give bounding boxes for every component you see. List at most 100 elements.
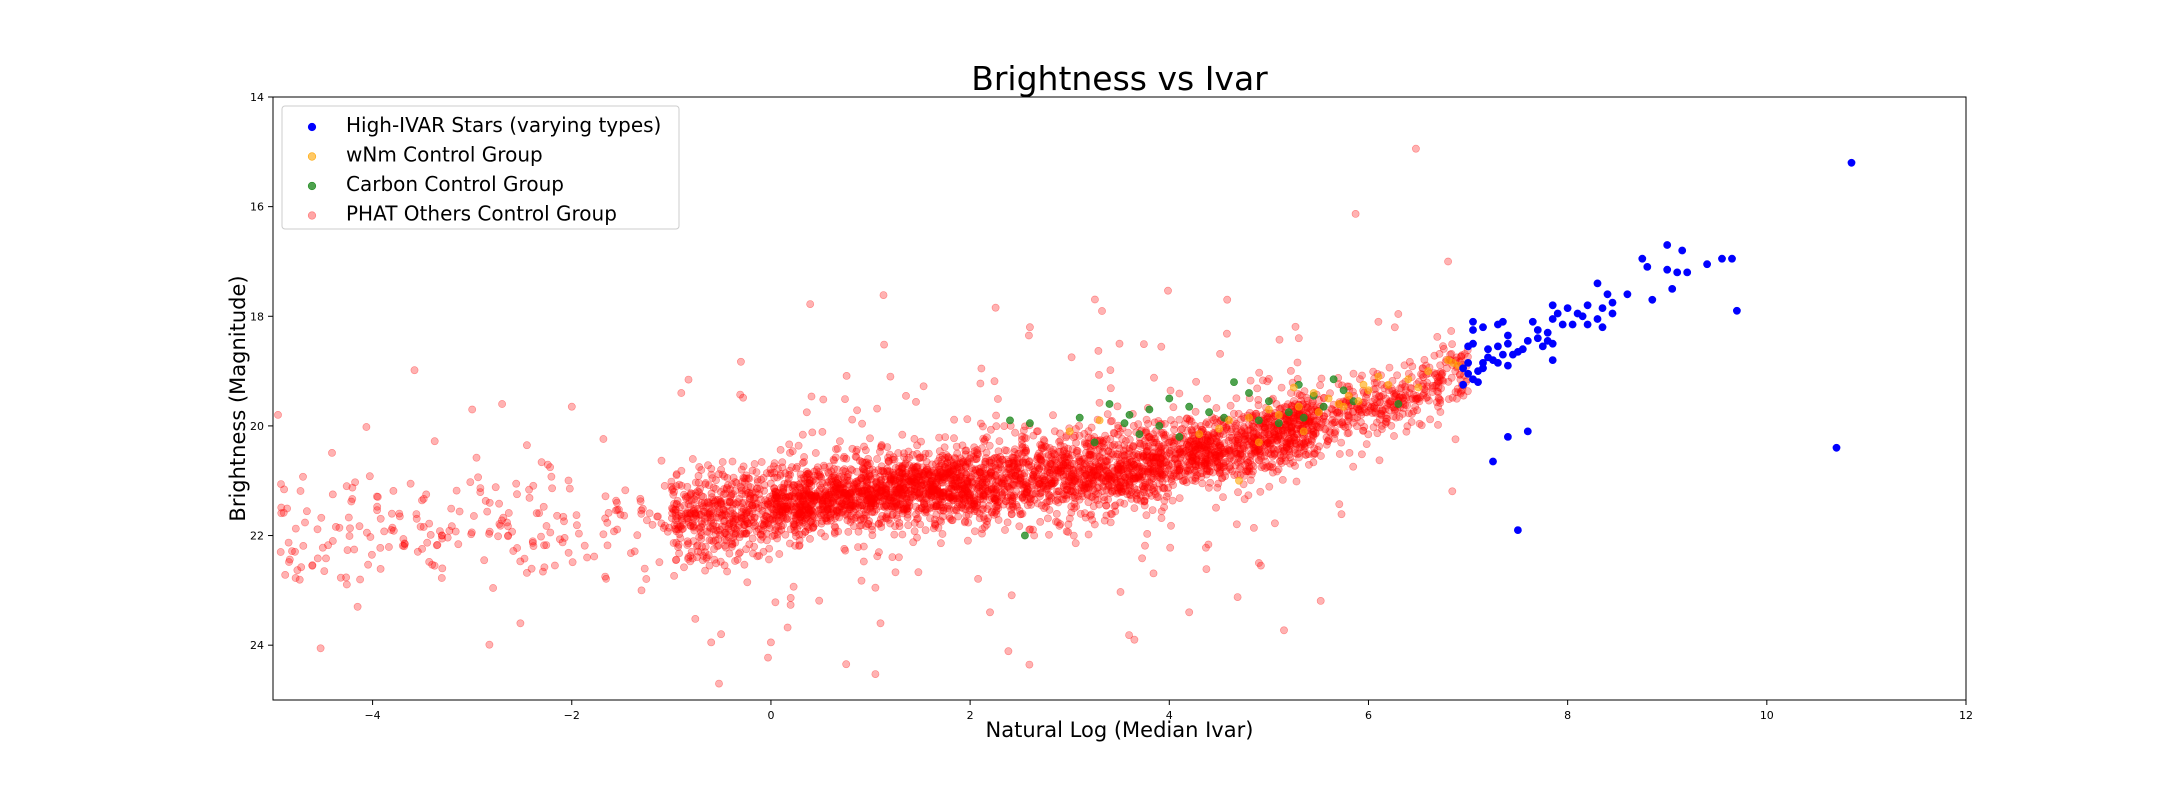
scatter-point-series-3 <box>979 434 988 443</box>
scatter-point-series-3 <box>694 547 702 556</box>
scatter-point-series-3 <box>741 529 750 538</box>
scatter-point-series-3 <box>718 510 727 519</box>
scatter-point-series-3 <box>677 510 686 518</box>
scatter-point-series-3 <box>1134 450 1143 459</box>
scatter-point-series-1 <box>1235 476 1243 485</box>
scatter-point-series-3 <box>495 520 504 528</box>
scatter-point-series-3 <box>728 542 736 551</box>
scatter-point-series-3 <box>950 415 958 424</box>
scatter-point-series-2 <box>1205 408 1213 417</box>
scatter-point-series-0 <box>1668 284 1677 293</box>
scatter-point-series-3 <box>706 513 715 522</box>
scatter-point-series-3 <box>1164 286 1172 295</box>
scatter-point-series-3 <box>677 481 686 490</box>
scatter-point-series-3 <box>744 482 753 490</box>
scatter-point-series-3 <box>1270 451 1279 459</box>
scatter-point-series-3 <box>857 576 866 585</box>
scatter-point-series-3 <box>1026 498 1034 506</box>
scatter-point-series-3 <box>978 467 986 476</box>
scatter-point-series-3 <box>418 545 426 553</box>
scatter-point-series-3 <box>868 531 877 540</box>
scatter-point-series-3 <box>684 500 693 508</box>
scatter-point-series-1 <box>1195 430 1204 438</box>
scatter-point-series-3 <box>916 453 925 461</box>
scatter-point-series-3 <box>1198 479 1207 488</box>
scatter-point-series-3 <box>700 514 709 523</box>
scatter-point-series-3 <box>653 512 661 521</box>
scatter-point-series-3 <box>698 542 706 551</box>
scatter-point-series-3 <box>891 463 900 472</box>
scatter-point-series-3 <box>689 523 698 532</box>
scatter-point-series-3 <box>674 525 682 534</box>
scatter-point-series-3 <box>845 476 853 485</box>
scatter-point-series-3 <box>1157 342 1166 351</box>
scatter-point-series-3 <box>958 500 966 509</box>
scatter-point-series-3 <box>1428 388 1437 396</box>
scatter-point-series-3 <box>883 502 892 511</box>
scatter-point-series-3 <box>564 548 573 557</box>
scatter-point-series-3 <box>821 514 830 523</box>
scatter-point-series-3 <box>654 512 662 521</box>
scatter-point-series-3 <box>1390 323 1399 332</box>
scatter-point-series-3 <box>1075 421 1083 430</box>
scatter-point-series-1 <box>1255 438 1263 447</box>
scatter-point-series-0 <box>1504 339 1512 348</box>
scatter-point-series-3 <box>497 516 506 525</box>
scatter-point-series-3 <box>691 510 700 518</box>
scatter-point-series-3 <box>750 460 759 468</box>
scatter-point-series-3 <box>888 553 897 561</box>
scatter-point-series-3 <box>1011 471 1020 480</box>
scatter-point-series-3 <box>684 555 692 563</box>
scatter-point-series-3 <box>1121 473 1129 482</box>
scatter-point-series-3 <box>474 473 482 482</box>
scatter-point-series-3 <box>1042 443 1051 451</box>
scatter-point-series-3 <box>1212 404 1221 412</box>
scatter-point-series-3 <box>967 451 975 459</box>
scatter-point-series-3 <box>348 495 357 503</box>
scatter-point-series-3 <box>879 291 888 299</box>
scatter-point-series-3 <box>709 496 718 504</box>
scatter-point-series-3 <box>1218 449 1227 458</box>
scatter-point-series-3 <box>387 526 396 534</box>
scatter-point-series-3 <box>344 513 353 522</box>
scatter-point-series-3 <box>866 503 875 512</box>
scatter-point-series-3 <box>667 477 676 486</box>
scatter-point-series-3 <box>601 572 610 581</box>
scatter-point-series-3 <box>528 537 537 546</box>
scatter-point-series-3 <box>1158 477 1167 486</box>
scatter-point-series-3 <box>698 556 707 564</box>
scatter-point-series-3 <box>740 527 749 536</box>
scatter-point-series-3 <box>537 532 545 541</box>
scatter-point-series-3 <box>880 340 888 349</box>
scatter-point-series-0 <box>1499 350 1507 359</box>
scatter-point-series-3 <box>681 492 690 501</box>
scatter-point-series-3 <box>1043 484 1052 493</box>
x-tick-label: −4 <box>364 709 380 722</box>
scatter-point-series-3 <box>1001 526 1009 534</box>
scatter-point-series-3 <box>1223 295 1232 304</box>
scatter-point-series-3 <box>602 574 610 583</box>
scatter-point-series-3 <box>1007 510 1016 518</box>
scatter-point-series-3 <box>491 483 500 492</box>
scatter-point-series-3 <box>718 458 727 466</box>
scatter-point-series-3 <box>454 540 463 549</box>
scatter-point-series-3 <box>776 505 785 514</box>
scatter-point-series-3 <box>732 500 741 508</box>
scatter-point-series-3 <box>1278 475 1287 484</box>
scatter-point-series-3 <box>568 558 577 567</box>
scatter-point-series-3 <box>1364 402 1373 410</box>
scatter-point-series-3 <box>714 514 723 522</box>
scatter-point-series-3 <box>542 522 551 530</box>
scatter-point-series-3 <box>485 527 494 536</box>
scatter-point-series-3 <box>697 466 706 474</box>
scatter-point-series-3 <box>719 505 728 514</box>
scatter-point-series-3 <box>532 509 541 518</box>
scatter-point-series-2 <box>1105 400 1114 408</box>
scatter-point-series-3 <box>1148 485 1157 494</box>
scatter-point-series-3 <box>503 518 511 527</box>
scatter-point-series-3 <box>380 527 389 536</box>
scatter-point-series-3 <box>697 528 705 537</box>
scatter-point-series-1 <box>1294 402 1303 411</box>
scatter-point-series-3 <box>803 470 812 478</box>
scatter-point-series-3 <box>1232 394 1241 403</box>
